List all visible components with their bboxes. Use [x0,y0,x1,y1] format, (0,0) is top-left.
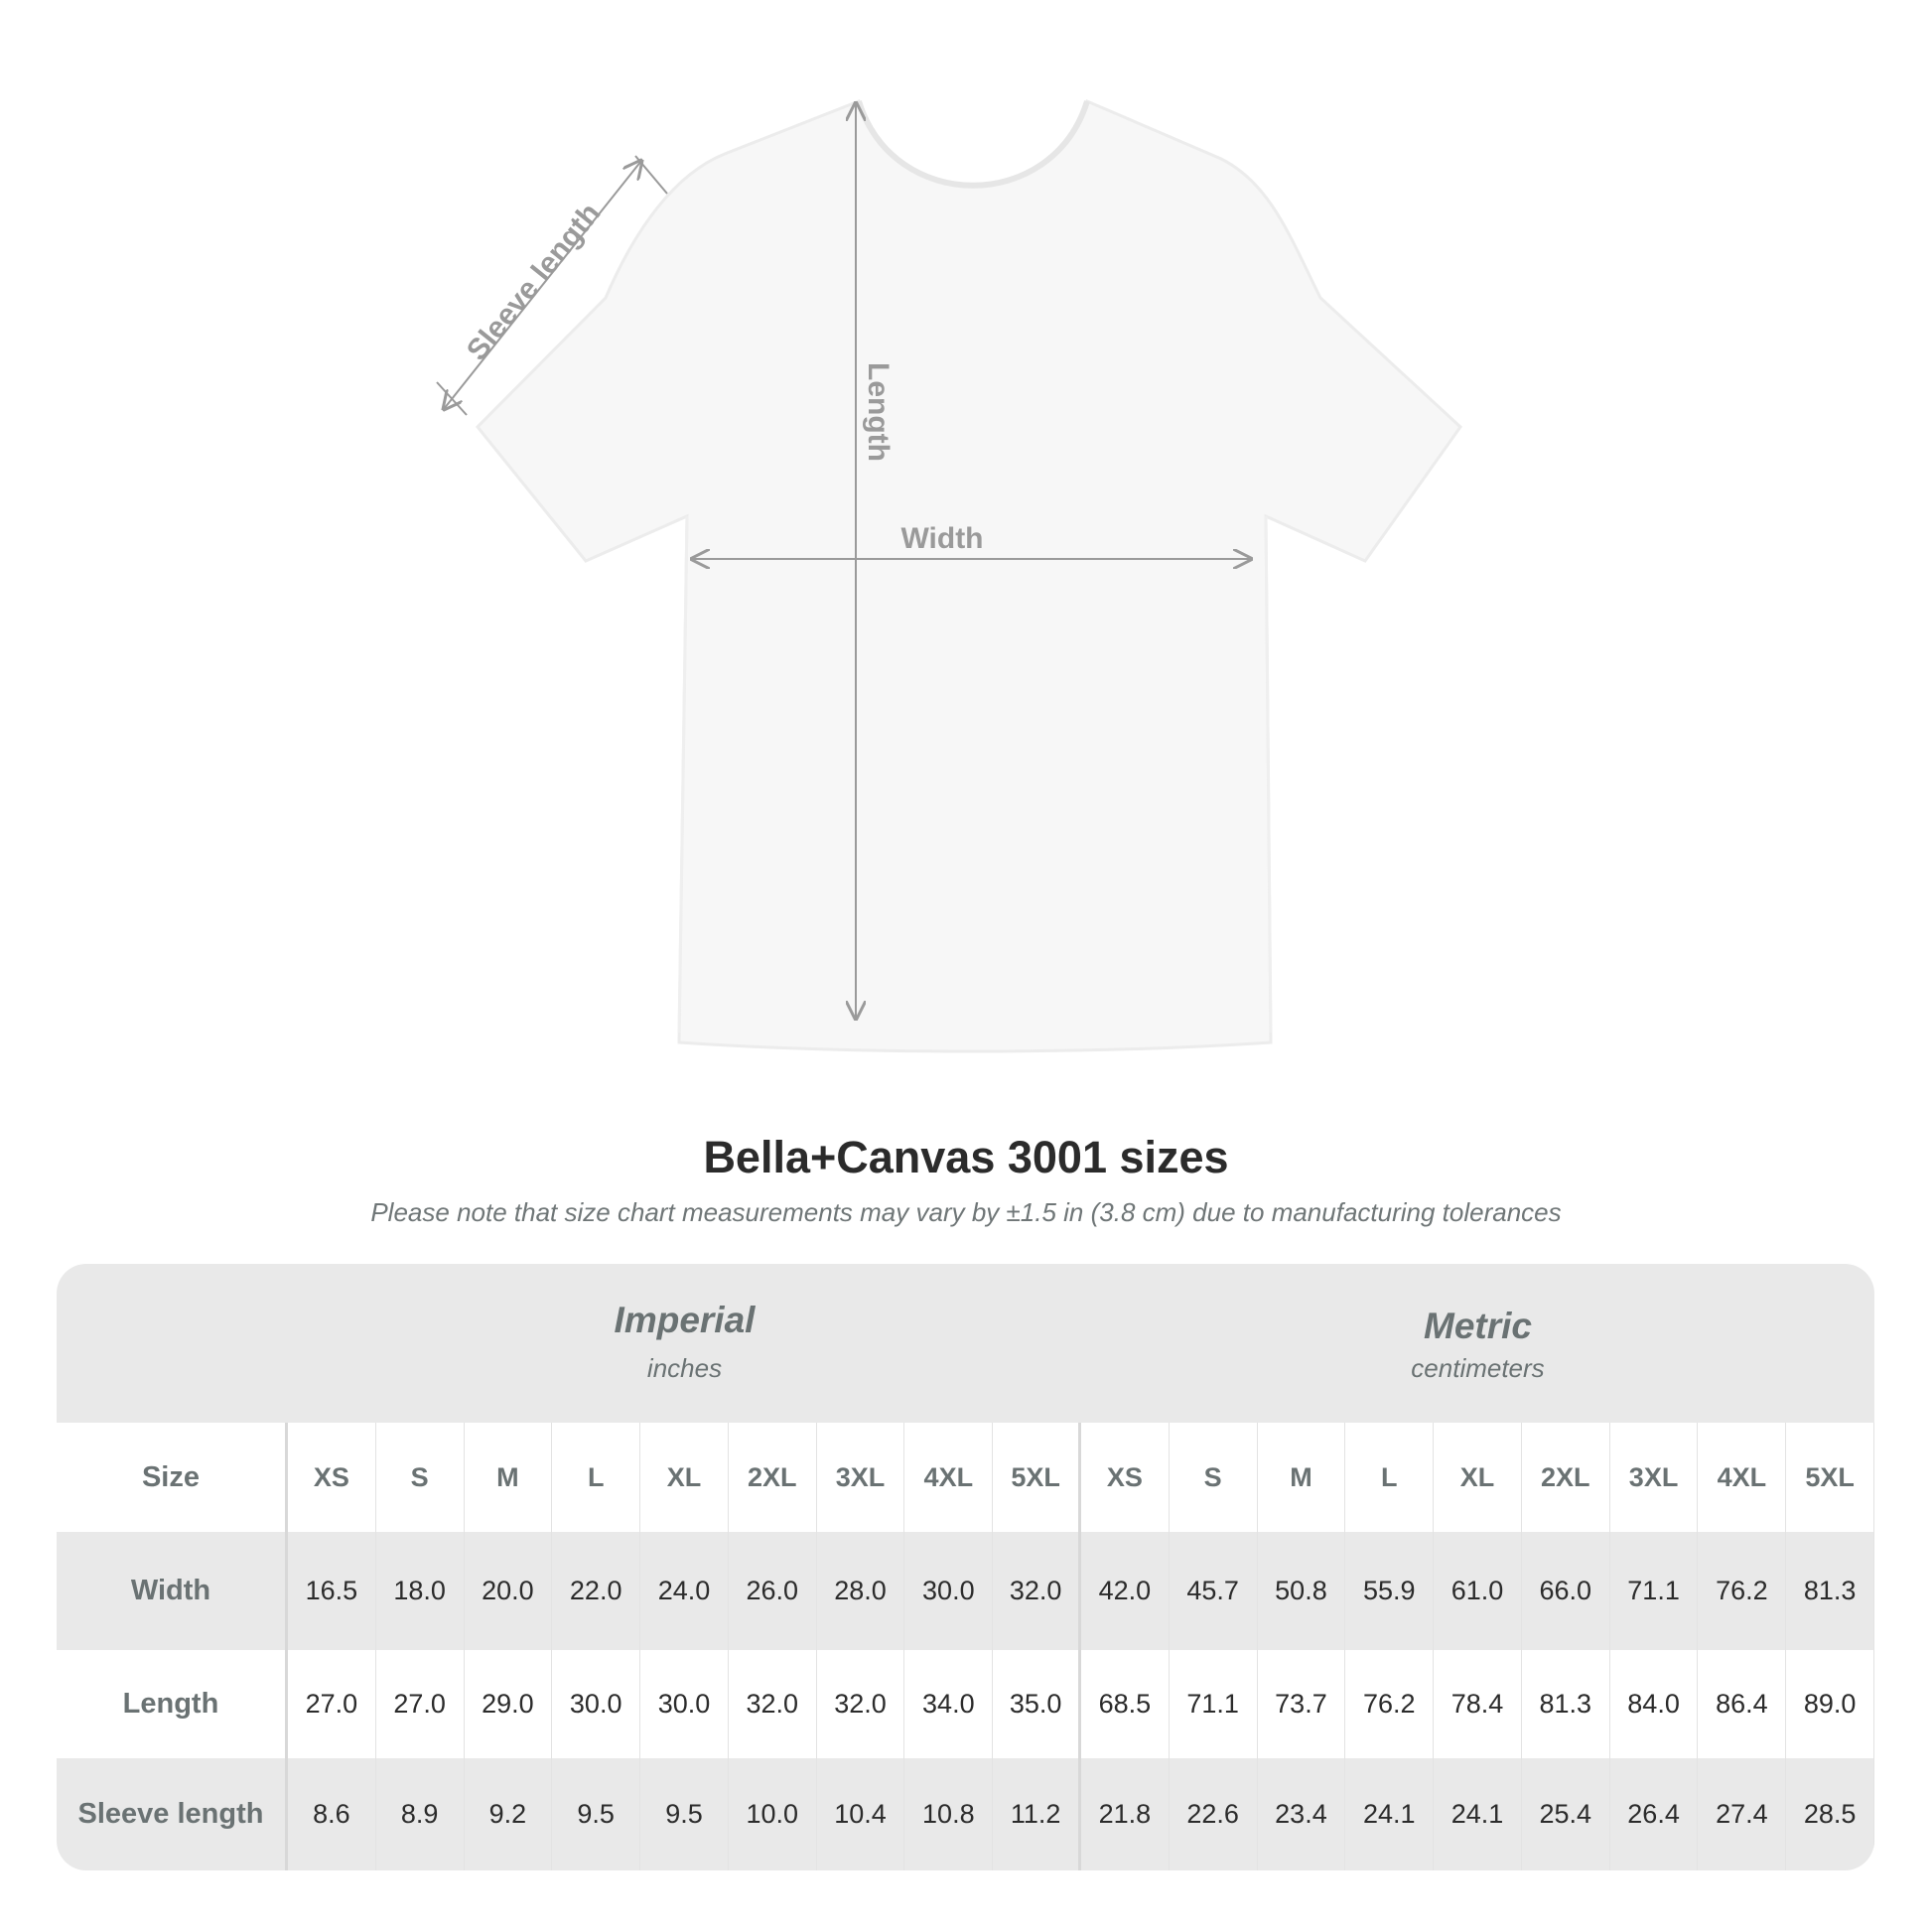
value-cell: 9.5 [640,1758,729,1870]
value-cell: 10.4 [817,1758,905,1870]
value-cell: 32.0 [817,1650,905,1758]
table-row: Length 27.0 27.0 29.0 30.0 30.0 32.0 32.0 34.0 35… [57,1650,1874,1758]
size-header-cell: L [552,1423,641,1532]
size-row: Size XS S M L XL 2XL 3XL 4XL 5XL XS S M L XL 2XL 3XL 4XL… [57,1423,1874,1532]
value-cell: 23.4 [1258,1758,1346,1870]
value-cell: 26.4 [1610,1758,1699,1870]
page-title: Bella+Canvas 3001 sizes [703,1132,1229,1182]
value-cell: 24.1 [1434,1758,1522,1870]
value-cell: 22.6 [1170,1758,1258,1870]
row-label: Sleeve length [57,1758,288,1870]
size-header-cell: S [376,1423,465,1532]
value-cell: 86.4 [1698,1650,1787,1758]
value-cell: 9.2 [465,1758,553,1870]
sleeve-line [444,161,641,409]
value-cell: 18.0 [376,1532,465,1650]
value-cell: 50.8 [1258,1532,1346,1650]
value-cell: 30.0 [904,1532,994,1650]
metric-unit: centimeters [1411,1353,1545,1383]
size-header-cell: XL [1434,1423,1522,1532]
size-header-cell: 3XL [817,1423,905,1532]
table-row: Width 16.5 18.0 20.0 22.0 24.0 26.0 28.0 30.0 32.… [57,1532,1874,1650]
value-cell: 10.8 [904,1758,994,1870]
value-cell: 76.2 [1698,1532,1787,1650]
value-cell: 55.9 [1345,1532,1435,1650]
size-header-cell: L [1345,1423,1435,1532]
size-label: Size [57,1423,288,1532]
tolerance-note: Please note that size chart measurements… [370,1197,1562,1227]
size-header-cell: XL [640,1423,729,1532]
imperial-unit: inches [646,1353,723,1383]
value-cell: 11.2 [993,1758,1081,1870]
value-cell: 76.2 [1345,1650,1435,1758]
value-cell: 89.0 [1786,1650,1874,1758]
value-cell: 24.1 [1345,1758,1435,1870]
value-cell: 73.7 [1258,1650,1346,1758]
metric-title: Metric [1424,1306,1532,1346]
value-cell: 28.0 [817,1532,905,1650]
value-cell: 81.3 [1522,1650,1610,1758]
value-cell: 9.5 [552,1758,641,1870]
size-header-cell: S [1170,1423,1258,1532]
imperial-title: Imperial [614,1300,756,1340]
unit-header: Imperial inches Metric centimeters [57,1264,1874,1423]
size-header-cell: 5XL [993,1423,1081,1532]
value-cell: 30.0 [552,1650,641,1758]
length-label: Length [862,362,895,462]
value-cell: 22.0 [552,1532,641,1650]
tshirt-image [475,98,1462,1053]
value-cell: 71.1 [1610,1532,1699,1650]
value-cell: 61.0 [1434,1532,1522,1650]
value-cell: 68.5 [1081,1650,1170,1758]
metric-group: Metric centimeters [1081,1306,1874,1384]
value-cell: 16.5 [288,1532,376,1650]
value-cell: 20.0 [465,1532,553,1650]
value-cell: 8.9 [376,1758,465,1870]
row-label: Length [57,1650,288,1758]
value-cell: 25.4 [1522,1758,1610,1870]
value-cell: 42.0 [1081,1532,1170,1650]
value-cell: 21.8 [1081,1758,1170,1870]
value-cell: 45.7 [1170,1532,1258,1650]
size-header-cell: 4XL [1698,1423,1787,1532]
table-row: Sleeve length 8.6 8.9 9.2 9.5 9.5 10.0 10.4 10.8… [57,1758,1874,1870]
tshirt-measurement-diagram: Sleeve length Length Width [436,98,1462,1053]
value-cell: 34.0 [904,1650,994,1758]
value-cell: 30.0 [640,1650,729,1758]
value-cell: 71.1 [1170,1650,1258,1758]
value-cell: 26.0 [729,1532,817,1650]
width-label: Width [900,522,983,555]
size-header-cell: 2XL [729,1423,817,1532]
size-header-cell: 4XL [904,1423,994,1532]
value-cell: 10.0 [729,1758,817,1870]
value-cell: 84.0 [1610,1650,1699,1758]
size-table: Imperial inches Metric centimeters Size … [57,1264,1874,1870]
value-cell: 8.6 [288,1758,376,1870]
size-header-cell: XS [1081,1423,1170,1532]
size-header-cell: M [1258,1423,1346,1532]
value-cell: 24.0 [640,1532,729,1650]
value-cell: 27.4 [1698,1758,1787,1870]
size-header-cell: 5XL [1786,1423,1874,1532]
value-cell: 78.4 [1434,1650,1522,1758]
value-cell: 66.0 [1522,1532,1610,1650]
imperial-group: Imperial inches [288,1300,1081,1384]
value-cell: 81.3 [1786,1532,1874,1650]
value-cell: 28.5 [1786,1758,1874,1870]
size-header-cell: 2XL [1522,1423,1610,1532]
value-cell: 32.0 [729,1650,817,1758]
value-cell: 32.0 [993,1532,1081,1650]
value-cell: 27.0 [376,1650,465,1758]
row-label: Width [57,1532,288,1650]
value-cell: 27.0 [288,1650,376,1758]
value-cell: 35.0 [993,1650,1081,1758]
size-header-cell: 3XL [1610,1423,1699,1532]
value-cell: 29.0 [465,1650,553,1758]
size-header-cell: M [465,1423,553,1532]
size-header-cell: XS [288,1423,376,1532]
